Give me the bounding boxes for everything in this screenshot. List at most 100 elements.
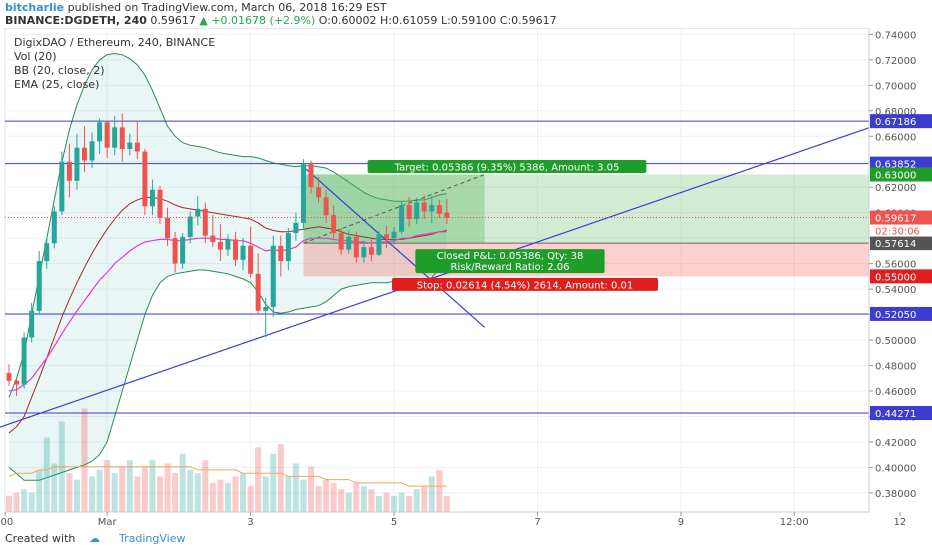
axis-price-label-bg bbox=[870, 236, 932, 251]
price-tick-label: 0.46000 bbox=[875, 387, 916, 398]
bb-basis-line bbox=[8, 196, 447, 434]
stop-zone bbox=[303, 243, 932, 277]
price-tick-label: 0.68000 bbox=[875, 107, 916, 118]
candle-body bbox=[263, 306, 269, 311]
volume-bar bbox=[179, 453, 186, 512]
candle-body bbox=[368, 247, 374, 255]
candle-body bbox=[66, 161, 72, 181]
price-chart[interactable]: Target: 0.05386 (9.35%) 5386, Amount: 3.… bbox=[0, 28, 932, 528]
countdown-label: 02:30:06 bbox=[875, 227, 920, 238]
volume-bar bbox=[66, 473, 73, 512]
volume-bar bbox=[443, 495, 450, 512]
volume-bar bbox=[413, 489, 420, 512]
volume-bar bbox=[391, 495, 398, 512]
volume-bar bbox=[73, 479, 80, 512]
publish-line: bitcharlie published on TradingView.com,… bbox=[5, 1, 387, 14]
candle-body bbox=[353, 236, 359, 258]
footer: Created with ☁ TradingView bbox=[0, 528, 932, 550]
candle-body bbox=[74, 147, 80, 181]
axis-price-label: 0.67186 bbox=[875, 117, 916, 128]
candle-body bbox=[127, 142, 133, 149]
volume-bar bbox=[270, 453, 277, 512]
volume-bar bbox=[398, 492, 405, 512]
up-arrow-icon: ▲ bbox=[199, 14, 208, 27]
price-tick-label: 0.48000 bbox=[875, 362, 916, 373]
volume-bar bbox=[6, 495, 12, 512]
time-tick-label: 12:00 bbox=[780, 517, 809, 528]
axis-price-label: 0.57614 bbox=[875, 239, 916, 250]
tradingview-brand[interactable]: TradingView bbox=[119, 532, 186, 545]
candle-body bbox=[157, 189, 163, 218]
volume-bar bbox=[375, 495, 382, 512]
chart-header: bitcharlie published on TradingView.com,… bbox=[0, 0, 932, 28]
volume-bar bbox=[217, 479, 224, 512]
candle-body bbox=[112, 127, 118, 148]
candle-body bbox=[278, 245, 284, 262]
volume-bar bbox=[96, 469, 103, 512]
volume-bar bbox=[323, 479, 330, 512]
volume-bar bbox=[224, 482, 231, 512]
price-tick-label: 0.66000 bbox=[875, 132, 916, 143]
candle-body bbox=[6, 373, 12, 381]
price-axis[interactable]: 0.380000.400000.420000.440000.460000.480… bbox=[868, 28, 932, 512]
candle-body bbox=[149, 189, 155, 207]
author-link[interactable]: bitcharlie bbox=[5, 1, 65, 14]
candle-body bbox=[59, 161, 65, 212]
axis-price-label-bg bbox=[870, 114, 932, 129]
volume-bar bbox=[202, 460, 209, 512]
axis-price-label: 0.59617 bbox=[875, 214, 916, 225]
candle-body bbox=[414, 202, 420, 220]
path-line bbox=[303, 174, 485, 244]
bb-lower-line bbox=[8, 263, 448, 481]
volume-bar bbox=[353, 482, 360, 512]
candle-body bbox=[361, 247, 367, 258]
candle-body bbox=[255, 273, 261, 311]
countdown-bg bbox=[870, 224, 932, 237]
position-tool[interactable] bbox=[303, 174, 932, 277]
candle-body bbox=[331, 215, 337, 234]
candle-body bbox=[195, 208, 201, 217]
drawn-lines[interactable] bbox=[0, 119, 893, 430]
candle-body bbox=[187, 216, 193, 237]
candle-body bbox=[293, 222, 299, 234]
candle-body bbox=[338, 233, 344, 250]
candle-body bbox=[225, 239, 231, 250]
time-tick-label: Mar bbox=[98, 517, 118, 528]
symbol-text: BINANCE:DGDETH, 240 bbox=[5, 14, 147, 27]
candles bbox=[5, 113, 869, 397]
volume-bar bbox=[232, 476, 239, 512]
volume-bar bbox=[315, 486, 322, 512]
volume-bar bbox=[330, 482, 337, 512]
trend-line bbox=[303, 166, 486, 328]
candle-body bbox=[270, 245, 276, 307]
axis-price-label: 0.44271 bbox=[875, 409, 916, 420]
last-price: 0.59617 bbox=[150, 14, 196, 27]
candle-body bbox=[308, 164, 314, 188]
price-tick-label: 0.70000 bbox=[875, 81, 916, 92]
volume-bar bbox=[383, 492, 390, 512]
volume-bars bbox=[6, 408, 450, 512]
volume-bar bbox=[345, 492, 352, 512]
volume-bar bbox=[81, 408, 88, 512]
candle-body bbox=[436, 205, 442, 214]
candle-body bbox=[14, 380, 20, 385]
candle-body bbox=[180, 236, 186, 264]
volume-bar bbox=[172, 473, 179, 512]
time-tick-label: 7 bbox=[534, 517, 540, 528]
candle-body bbox=[240, 245, 246, 260]
published-text: published on TradingView.com, March 06, … bbox=[67, 1, 387, 14]
legend-ema: EMA (25, close) bbox=[14, 78, 99, 91]
symbol-line: BINANCE:DGDETH, 240 0.59617 ▲ +0.01678 (… bbox=[5, 14, 557, 27]
tradingview-cloud-icon: ☁ bbox=[89, 532, 100, 545]
ohlc-low: L:0.59100 bbox=[440, 14, 497, 27]
risk-reward-label: Risk/Reward Ratio: 2.06 bbox=[450, 262, 569, 273]
axis-price-label-bg bbox=[870, 156, 932, 171]
axis-price-label-bg bbox=[870, 269, 932, 284]
bb-upper-line bbox=[8, 52, 447, 398]
candle-body bbox=[29, 310, 35, 338]
candle-body bbox=[44, 243, 50, 262]
volume-bar bbox=[436, 469, 443, 512]
volume-bar bbox=[240, 473, 247, 512]
time-tick-label: 5 bbox=[391, 517, 397, 528]
